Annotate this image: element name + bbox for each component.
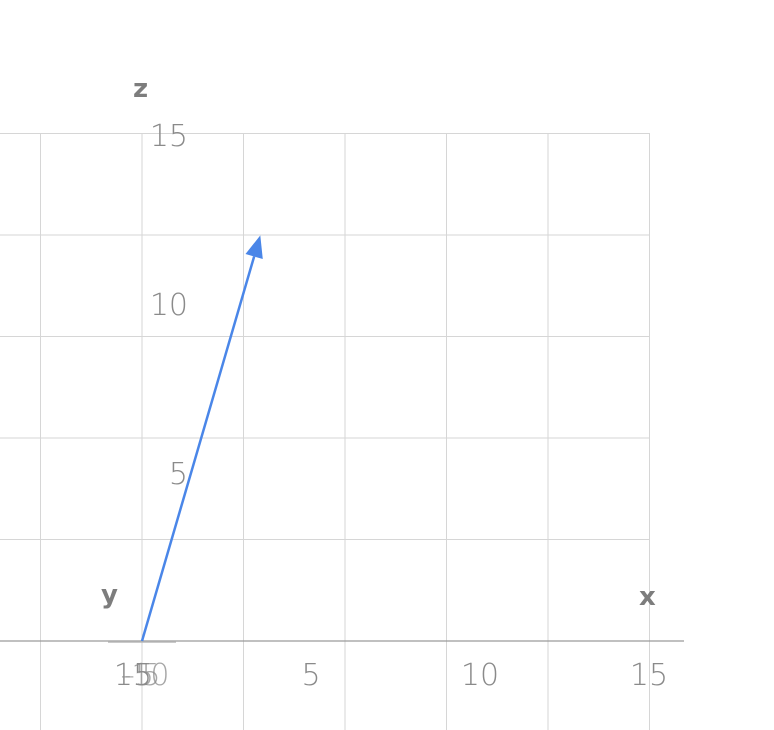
grid bbox=[0, 133, 650, 730]
z-tick-label: 10 bbox=[150, 288, 188, 323]
z-axis-label: z bbox=[133, 74, 148, 104]
y-axis-label: y bbox=[101, 580, 118, 610]
origin-tick-label: -10 bbox=[121, 658, 170, 693]
z-tick-label: 15 bbox=[150, 119, 188, 154]
x-axis-label: x bbox=[639, 582, 656, 612]
tick-labels: 5 10 15 5 10 15 bbox=[150, 119, 668, 693]
origin-tick-label: -5 bbox=[124, 658, 154, 693]
vectors bbox=[140, 235, 263, 642]
z-tick-label: 5 bbox=[169, 457, 188, 492]
vector-shaft bbox=[140, 256, 256, 642]
origin-tick-label: 15 bbox=[114, 658, 152, 693]
x-tick-label: 10 bbox=[461, 658, 499, 693]
vector-arrowhead bbox=[245, 235, 263, 260]
origin-tick-label: 5 bbox=[141, 658, 160, 693]
x-tick-label: 15 bbox=[630, 658, 668, 693]
origin-tick-labels: 15-5-105 bbox=[108, 641, 176, 693]
x-tick-label: 5 bbox=[301, 658, 320, 693]
